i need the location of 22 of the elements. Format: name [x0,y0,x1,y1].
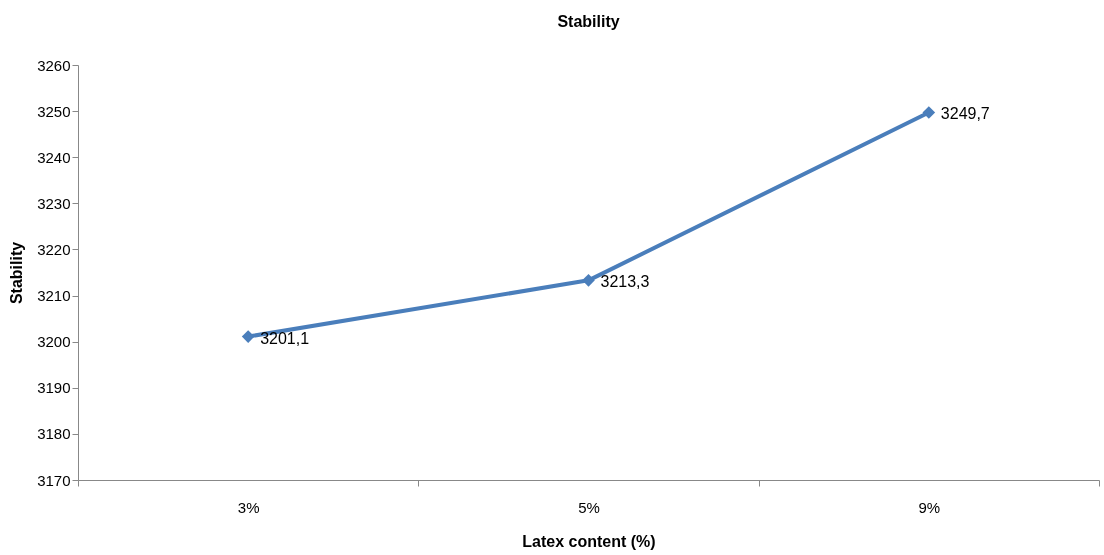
y-tick-label: 3210 [37,287,71,305]
data-label: 3201,1 [260,329,310,347]
y-tick-label: 3190 [37,379,71,397]
y-tick-label: 3180 [37,425,71,443]
y-tick-label: 3200 [37,333,71,351]
y-tick-label: 3240 [37,148,71,166]
y-tick-label: 3230 [37,194,71,212]
x-tick-label: 9% [918,498,941,516]
x-tick-label: 5% [578,498,600,516]
y-tick-label: 3260 [37,56,71,74]
data-label: 3249,7 [940,105,990,123]
y-axis-title: Stability [8,241,26,305]
y-tick-label: 3220 [37,240,71,258]
point [922,106,936,119]
y-tick-label: 3170 [37,471,71,489]
point [241,330,255,343]
y-tick-label: 3250 [37,102,71,120]
x-axis-title: Latex content (%) [522,532,656,550]
chart-title: Stability [557,13,620,30]
point [582,274,595,287]
x-tick-label: 3% [237,498,260,516]
data-label: 3213,3 [600,273,650,291]
